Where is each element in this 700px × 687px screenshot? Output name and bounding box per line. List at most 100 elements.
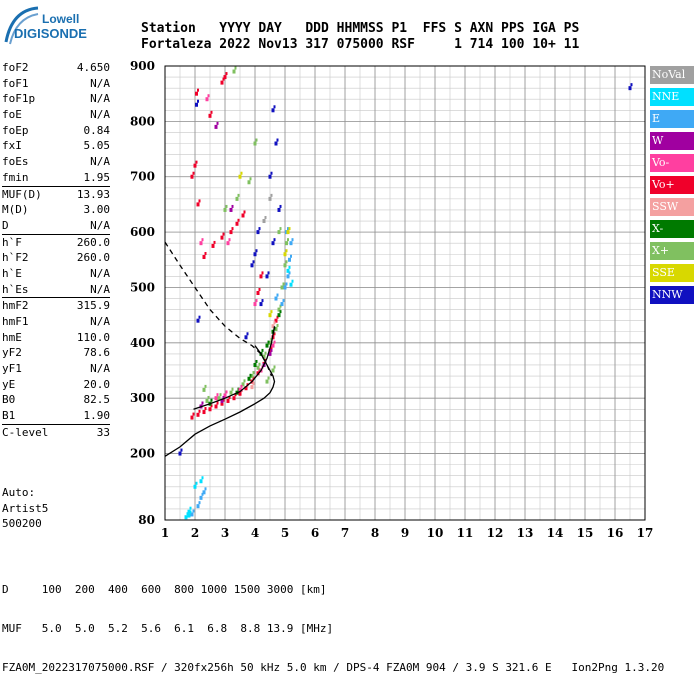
data-point [234,393,237,397]
data-point [271,241,275,246]
param-name: hmF1 [2,315,29,328]
data-point [196,202,200,207]
data-point [210,404,213,408]
data-point [270,346,273,350]
data-point [219,393,222,397]
profile-line [164,241,273,377]
data-point [231,204,234,208]
param-value: 315.9 [76,299,110,313]
param-row: MUF(D) 13.93 [2,187,110,203]
data-point [205,97,209,102]
legend-entry: X- [650,220,694,238]
data-point [259,302,263,307]
param-row: hmE 110.0 [2,330,110,346]
data-point [273,321,276,325]
param-name: h`E [2,266,22,280]
data-point [268,351,272,356]
data-point [273,105,276,109]
data-point [192,412,195,416]
data-point [187,509,191,514]
data-point [270,193,273,197]
data-point [291,279,294,283]
param-separator [2,185,110,187]
param-row: C-level 33 [2,425,110,441]
data-point [226,241,230,246]
data-point [214,124,218,129]
x-tick-label: 9 [401,526,409,540]
data-point [180,448,183,452]
param-name: foE [2,108,22,122]
data-point [220,398,224,403]
param-row: h`Es N/A [2,282,110,298]
data-point [267,340,270,344]
data-point [246,332,249,336]
data-point [229,230,233,235]
param-value: 33 [96,425,110,439]
data-point [286,274,290,279]
data-point [256,291,260,295]
data-point [198,501,201,505]
param-name: foF1 [2,76,29,90]
legend-entry: SSW [650,198,694,216]
data-point [225,390,228,394]
data-point [268,313,272,318]
x-tick-label: 7 [341,526,349,540]
data-point [232,69,236,74]
data-point [267,376,270,380]
data-point [250,385,254,390]
logo-text-lowell: Lowell [42,12,80,26]
data-point [204,252,207,256]
x-tick-label: 16 [607,526,624,540]
data-point [229,390,233,395]
data-point [199,241,203,246]
data-point [198,199,201,203]
data-point [258,227,261,231]
data-point [196,412,200,417]
data-point [195,102,198,107]
data-point [255,299,258,303]
param-value: 78.6 [83,346,111,360]
param-name: D [2,218,9,232]
logo-text-digisonde: DIGISONDE [14,26,87,41]
param-value: N/A [90,266,110,280]
param-name: fxI [2,139,22,153]
data-point [277,207,281,212]
data-point [288,271,291,275]
data-point [216,121,219,125]
data-point [210,110,213,114]
x-tick-label: 10 [427,526,444,540]
data-point [265,379,269,384]
param-row: h`F2 260.0 [2,250,110,266]
data-point [220,401,224,406]
param-value: 13.93 [76,187,110,201]
data-point [231,227,234,231]
data-point [214,396,218,401]
param-value: N/A [90,108,110,122]
param-row: hmF1 N/A [2,314,110,330]
param-value: 82.5 [83,393,111,407]
data-point [283,263,287,268]
data-point [289,282,293,287]
param-value: N/A [90,218,110,232]
data-point [195,160,198,164]
data-point [229,207,233,212]
legend-entry: NoVal [650,66,694,84]
data-point [276,315,279,319]
data-point [270,171,273,175]
param-row: yE 20.0 [2,377,110,393]
x-tick-label: 4 [251,526,259,540]
param-name: C-level [2,425,49,439]
param-value: N/A [90,76,110,90]
data-point [267,271,270,275]
param-row: D N/A [2,218,110,234]
data-point [243,379,246,383]
data-point [285,282,288,286]
data-point [247,180,251,185]
data-point [262,219,266,224]
data-point [195,91,198,96]
data-point [258,288,261,291]
data-point [279,204,282,208]
data-point [253,141,257,146]
data-point [199,479,203,484]
data-point [201,401,204,405]
